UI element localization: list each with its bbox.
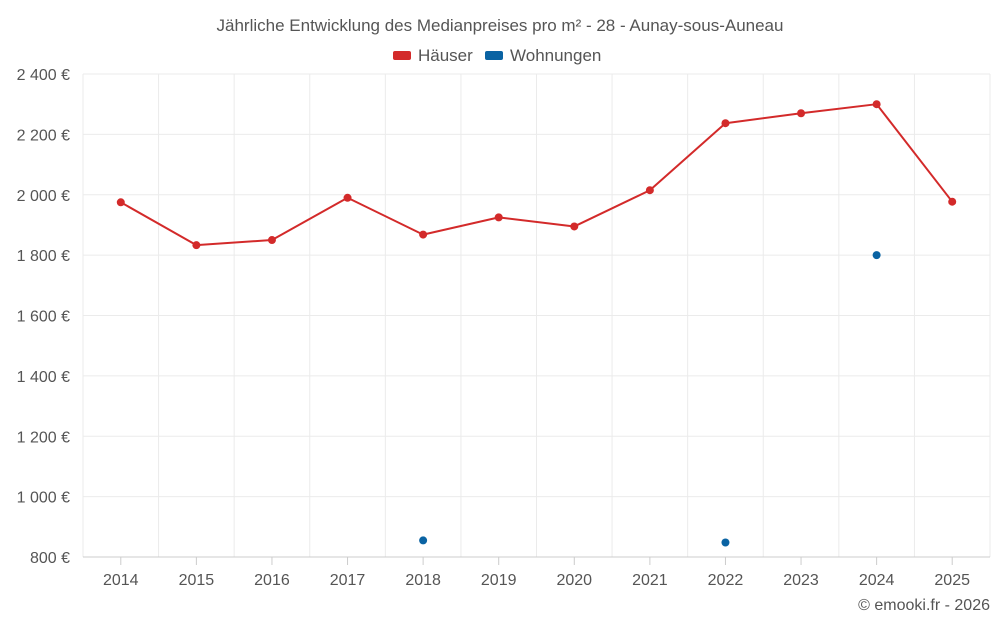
x-tick-label: 2023 <box>783 572 819 589</box>
series-haeuser <box>116 100 957 250</box>
data-point-wohnungen[interactable] <box>419 536 428 545</box>
legend-swatch-wohnungen <box>485 51 503 60</box>
data-point-haeuser[interactable] <box>645 186 654 195</box>
y-tick-label: 1 800 € <box>17 248 70 265</box>
y-tick-label: 1 200 € <box>17 429 70 446</box>
credit-text: © emooki.fr - 2026 <box>858 597 990 614</box>
data-point-haeuser[interactable] <box>721 119 730 128</box>
y-axis: 800 € 1 000 € 1 200 € 1 400 € 1 600 € 1 800 €… <box>17 67 70 567</box>
data-point-haeuser[interactable] <box>570 222 579 231</box>
x-axis: 2014 2015 2016 2017 2018 2019 2020 2021 2022 2023… <box>83 556 990 589</box>
y-tick-label: 2 400 € <box>17 67 70 84</box>
y-tick-label: 1 000 € <box>17 490 70 507</box>
data-point-haeuser[interactable] <box>192 241 201 250</box>
data-point-haeuser[interactable] <box>494 213 503 222</box>
y-tick-label: 800 € <box>30 550 70 567</box>
data-point-haeuser[interactable] <box>419 230 428 239</box>
x-tick-label: 2015 <box>179 572 215 589</box>
y-tick-label: 1 400 € <box>17 369 70 386</box>
data-point-wohnungen[interactable] <box>872 251 881 260</box>
x-tick-label: 2022 <box>708 572 744 589</box>
y-tick-label: 1 600 € <box>17 309 70 326</box>
x-tick-label: 2016 <box>254 572 290 589</box>
legend-swatch-haeuser <box>393 51 411 60</box>
grid <box>82 73 991 557</box>
series-wohnungen <box>419 251 881 547</box>
data-point-haeuser[interactable] <box>267 236 276 245</box>
x-tick-label: 2019 <box>481 572 517 589</box>
x-tick-label: 2025 <box>934 572 970 589</box>
legend-label-wohnungen: Wohnungen <box>510 46 601 65</box>
y-tick-label: 2 200 € <box>17 127 70 144</box>
x-tick-label: 2020 <box>556 572 592 589</box>
x-tick-label: 2014 <box>103 572 139 589</box>
data-point-haeuser[interactable] <box>343 193 352 202</box>
data-point-wohnungen[interactable] <box>721 538 730 547</box>
x-tick-label: 2018 <box>405 572 441 589</box>
data-point-haeuser[interactable] <box>872 100 881 109</box>
plot-area <box>116 100 957 547</box>
legend: Häuser Wohnungen <box>393 46 601 65</box>
y-tick-label: 2 000 € <box>17 188 70 205</box>
data-point-haeuser[interactable] <box>116 198 125 207</box>
legend-item-wohnungen[interactable]: Wohnungen <box>485 46 601 65</box>
data-point-haeuser[interactable] <box>797 109 806 118</box>
legend-item-haeuser[interactable]: Häuser <box>393 46 473 65</box>
chart-title: Jährliche Entwicklung des Medianpreises … <box>217 16 784 35</box>
x-tick-label: 2017 <box>330 572 366 589</box>
legend-label-haeuser: Häuser <box>418 46 473 65</box>
x-tick-label: 2021 <box>632 572 668 589</box>
data-point-haeuser[interactable] <box>948 197 957 206</box>
x-tick-label: 2024 <box>859 572 895 589</box>
series-line-haeuser <box>120 103 953 247</box>
